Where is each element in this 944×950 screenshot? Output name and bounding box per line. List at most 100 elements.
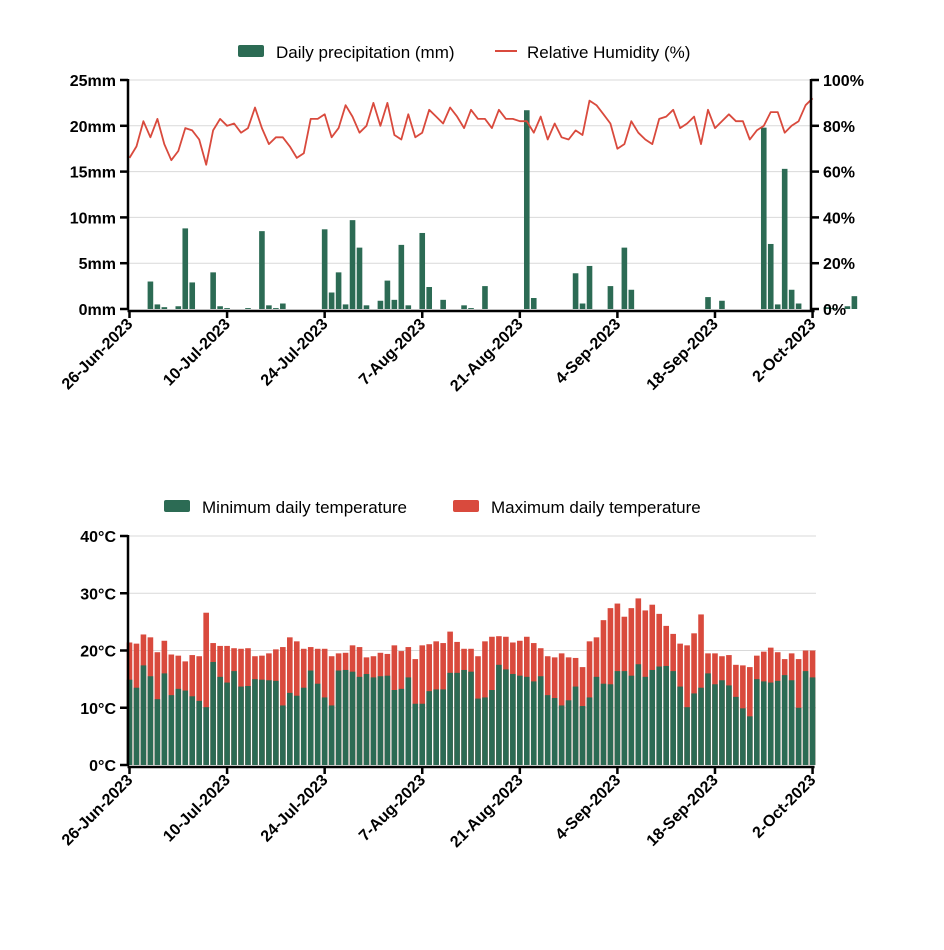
temp-min-bar: [691, 693, 697, 765]
precip-bar: [579, 303, 586, 309]
precip-bar: [523, 110, 530, 309]
temp-y-tick-label: 40°C: [80, 529, 116, 546]
precip-bar: [356, 247, 363, 309]
temp-min-bar: [133, 687, 140, 765]
temp-min-bar: [440, 689, 446, 765]
temp-min-bar: [182, 690, 189, 765]
humidity-y-tick-label: 20%: [823, 256, 855, 273]
precip-bar: [482, 286, 488, 309]
temp-max-bar: [684, 645, 690, 765]
precip-bar: [266, 305, 272, 309]
temp-min-bar: [551, 698, 558, 765]
temp-min-bar: [523, 676, 530, 765]
precip-chart-x-tick-label: 4-Sep-2023: [552, 316, 624, 388]
temp-min-bar: [544, 695, 551, 765]
precip-y-tick-label: 5mm: [79, 256, 116, 273]
temp-min-bar: [384, 675, 391, 765]
temp-min-bar: [342, 669, 349, 765]
temp-min-bar: [328, 705, 335, 765]
temp-min-bar: [252, 679, 258, 765]
temp-min-bar: [572, 686, 579, 765]
temp-min-bar: [238, 686, 244, 765]
precip-bar: [335, 272, 342, 309]
precip-bar: [245, 308, 251, 309]
precip-bar: [273, 308, 279, 309]
precip-chart-x-tick-label: 18-Sep-2023: [644, 316, 722, 394]
temp-chart-x-tick-label: 7-Aug-2023: [356, 772, 429, 845]
temp-min-bar: [307, 670, 314, 765]
temp-min-bar: [426, 691, 433, 765]
precip-bar: [182, 228, 189, 309]
temp-min-bar: [579, 706, 586, 765]
precip-bar: [419, 232, 426, 309]
precip-bar: [398, 244, 405, 309]
temp-min-bar: [719, 680, 725, 765]
precip-bar: [224, 308, 230, 309]
temp-min-bar: [391, 690, 398, 765]
temp-min-bar: [161, 673, 168, 765]
precip-bar: [328, 292, 335, 309]
temp-min-bar: [356, 676, 363, 765]
precip-y-tick-label: 15mm: [70, 165, 116, 182]
precip-bar: [767, 243, 774, 309]
temp-min-bar: [461, 669, 467, 765]
temp-min-bar: [781, 675, 788, 765]
temp-min-bar: [628, 675, 635, 765]
temp-min-bar: [656, 666, 663, 765]
precip-bar: [795, 303, 802, 309]
temp-min-bar: [224, 682, 230, 765]
humidity-y-tick-label: 0%: [823, 302, 846, 319]
temp-min-bar: [642, 676, 649, 765]
legend-label-humidity: Relative Humidity (%): [527, 43, 690, 62]
temperature-legend: Minimum daily temperature Maximum daily t…: [164, 498, 701, 517]
temp-min-bar: [370, 677, 377, 765]
temp-min-bar: [419, 703, 426, 765]
precip-chart-x-tick-label: 2-Oct-2023: [750, 316, 820, 386]
precip-bar: [384, 280, 391, 309]
temp-chart-x-tick-label: 10-Jul-2023: [160, 772, 234, 846]
temp-min-bar: [154, 699, 161, 765]
temp-min-bar: [287, 692, 293, 765]
precip-bar: [705, 297, 711, 309]
temp-min-bar: [300, 687, 307, 765]
precip-bar: [788, 289, 795, 309]
precip-bar: [628, 289, 635, 309]
temp-min-bar: [774, 680, 781, 765]
temp-y-tick-label: 30°C: [80, 586, 116, 603]
temp-min-bar: [558, 705, 565, 765]
precip-bar: [175, 306, 182, 309]
temp-min-bar: [377, 676, 384, 765]
temp-min-bar: [231, 671, 237, 765]
temp-min-bar: [468, 671, 474, 765]
temp-min-bar: [349, 671, 356, 765]
precip-chart-x-tick-label: 7-Aug-2023: [356, 316, 429, 389]
humidity-line: [128, 97, 814, 166]
humidity-y-tick-label: 60%: [823, 165, 855, 182]
humidity-y-tick-label: 100%: [823, 73, 864, 90]
precip-chart-x-tick-label: 24-Jul-2023: [258, 316, 332, 390]
temp-min-bar: [503, 669, 509, 765]
temp-min-bar: [398, 688, 405, 765]
precip-y-tick-label: 0mm: [79, 302, 116, 319]
temp-min-bar: [600, 683, 607, 765]
temp-min-bar: [447, 672, 453, 765]
temp-min-bar: [754, 679, 760, 765]
temp-chart-x-tick-label: 26-Jun-2023: [59, 772, 136, 849]
precip-bar: [621, 247, 628, 309]
legend-label-max-temp: Maximum daily temperature: [491, 498, 701, 517]
precip-bar: [586, 265, 593, 309]
precip-chart-x-tick-label: 26-Jun-2023: [59, 316, 136, 393]
precip-bar: [719, 300, 725, 309]
temp-min-bar: [517, 675, 523, 765]
precip-chart-x-tick-label: 21-Aug-2023: [447, 316, 526, 395]
legend-label-min-temp: Minimum daily temperature: [202, 498, 407, 517]
precip-humidity-chart: 0mm 5mm 10mm 15mm 20mm 25mm 0% 20% 40% 60% 80% 100%…: [59, 43, 864, 395]
temp-chart-x-tick-label: 18-Sep-2023: [644, 772, 722, 850]
precip-bar: [461, 305, 467, 309]
temp-min-bar: [140, 665, 147, 765]
temp-min-bar: [670, 671, 676, 765]
temp-min-bar: [147, 676, 154, 765]
precip-bar: [426, 287, 433, 309]
temp-min-bar: [747, 716, 753, 765]
temp-min-bar: [788, 680, 795, 765]
